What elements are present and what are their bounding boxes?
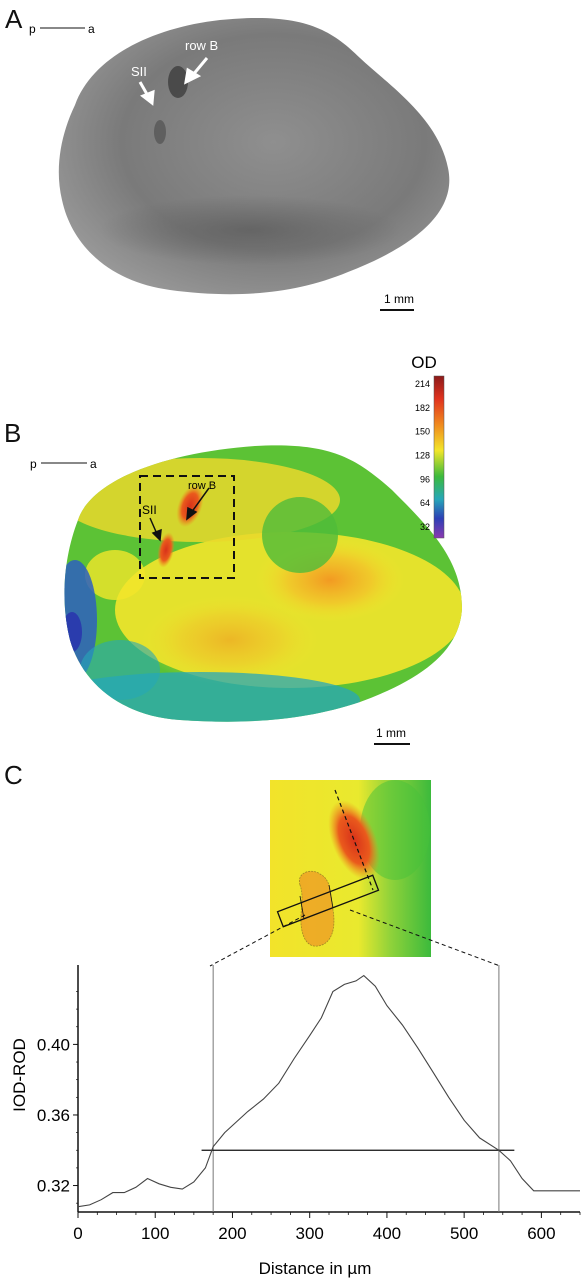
sii-label: SII [142, 503, 157, 517]
colorbar-title: OD [411, 353, 437, 372]
colorbar-tick-label: 182 [415, 403, 430, 413]
panel-b: row B SII p a 1 mm OD 214 182 150 128 96 64 32 [30, 353, 463, 745]
rowb-arrowhead [184, 67, 202, 85]
x-tick-label: 500 [450, 1224, 478, 1243]
y-tick-label: 0.40 [37, 1035, 70, 1054]
dark-band [100, 195, 400, 265]
projection-left [209, 914, 306, 967]
rowb-label: row B [185, 38, 218, 53]
y-axis-label: IOD-ROD [10, 1038, 29, 1112]
panel-letter-a: A [5, 4, 23, 34]
rowb-arrowhead [186, 506, 198, 521]
orientation-p: p [29, 22, 36, 36]
x-tick-label: 400 [373, 1224, 401, 1243]
inset-sample-rect [276, 874, 380, 928]
panel-c: 0 100 200 300 400 500 600 0.32 0.36 0.40 Distance… [10, 780, 581, 1278]
inset-sii-outline [298, 870, 335, 947]
colorbar-tick-label: 128 [415, 451, 430, 461]
rowb-spot [168, 66, 188, 98]
panel-letter-b: B [4, 418, 22, 448]
colorbar [433, 375, 445, 539]
orientation-a: a [90, 457, 97, 471]
x-tick-label: 0 [73, 1224, 82, 1243]
sii-arrowhead [151, 528, 162, 542]
line-chart: 0 100 200 300 400 500 600 0.32 0.36 0.40 [37, 965, 581, 1243]
y-tick-label: 0.36 [37, 1106, 70, 1125]
profile-line [77, 974, 580, 1208]
colorbar-tick-label: 96 [420, 474, 430, 484]
panel-a: row B SII p a 1 mm [29, 17, 450, 311]
zoom-inset [270, 780, 431, 957]
x-axis-label: Distance in µm [259, 1259, 372, 1278]
x-tick-label: 100 [141, 1224, 169, 1243]
x-tick-label: 200 [218, 1224, 246, 1243]
orientation-a: a [88, 22, 95, 36]
colorbar-ticks: 214 182 150 128 96 64 32 [415, 379, 430, 532]
x-tick-label: 300 [296, 1224, 324, 1243]
sii-hotspot [157, 532, 175, 568]
colorbar-tick-label: 64 [420, 498, 430, 508]
rowb-hotspot [176, 484, 204, 528]
sii-spot [154, 120, 166, 144]
colorbar-tick-label: 214 [415, 379, 430, 389]
colorbar-tick-label: 32 [420, 522, 430, 532]
x-tick-label: 600 [527, 1224, 555, 1243]
scalebar-label: 1 mm [384, 292, 414, 306]
inset-rowb-hotspot [328, 800, 380, 880]
orientation-p: p [30, 457, 37, 471]
scalebar-label: 1 mm [376, 726, 406, 740]
zoom-box [139, 475, 235, 579]
colorbar-tick-label: 150 [415, 427, 430, 437]
sii-arrowhead [140, 89, 155, 106]
rowb-arrow [190, 487, 210, 514]
rowb-label: row B [188, 480, 216, 492]
sii-label: SII [131, 64, 147, 79]
projection-right [349, 909, 501, 967]
panel-letter-c: C [4, 760, 23, 790]
inset-axis-line [334, 789, 374, 891]
y-tick-label: 0.32 [37, 1177, 70, 1196]
